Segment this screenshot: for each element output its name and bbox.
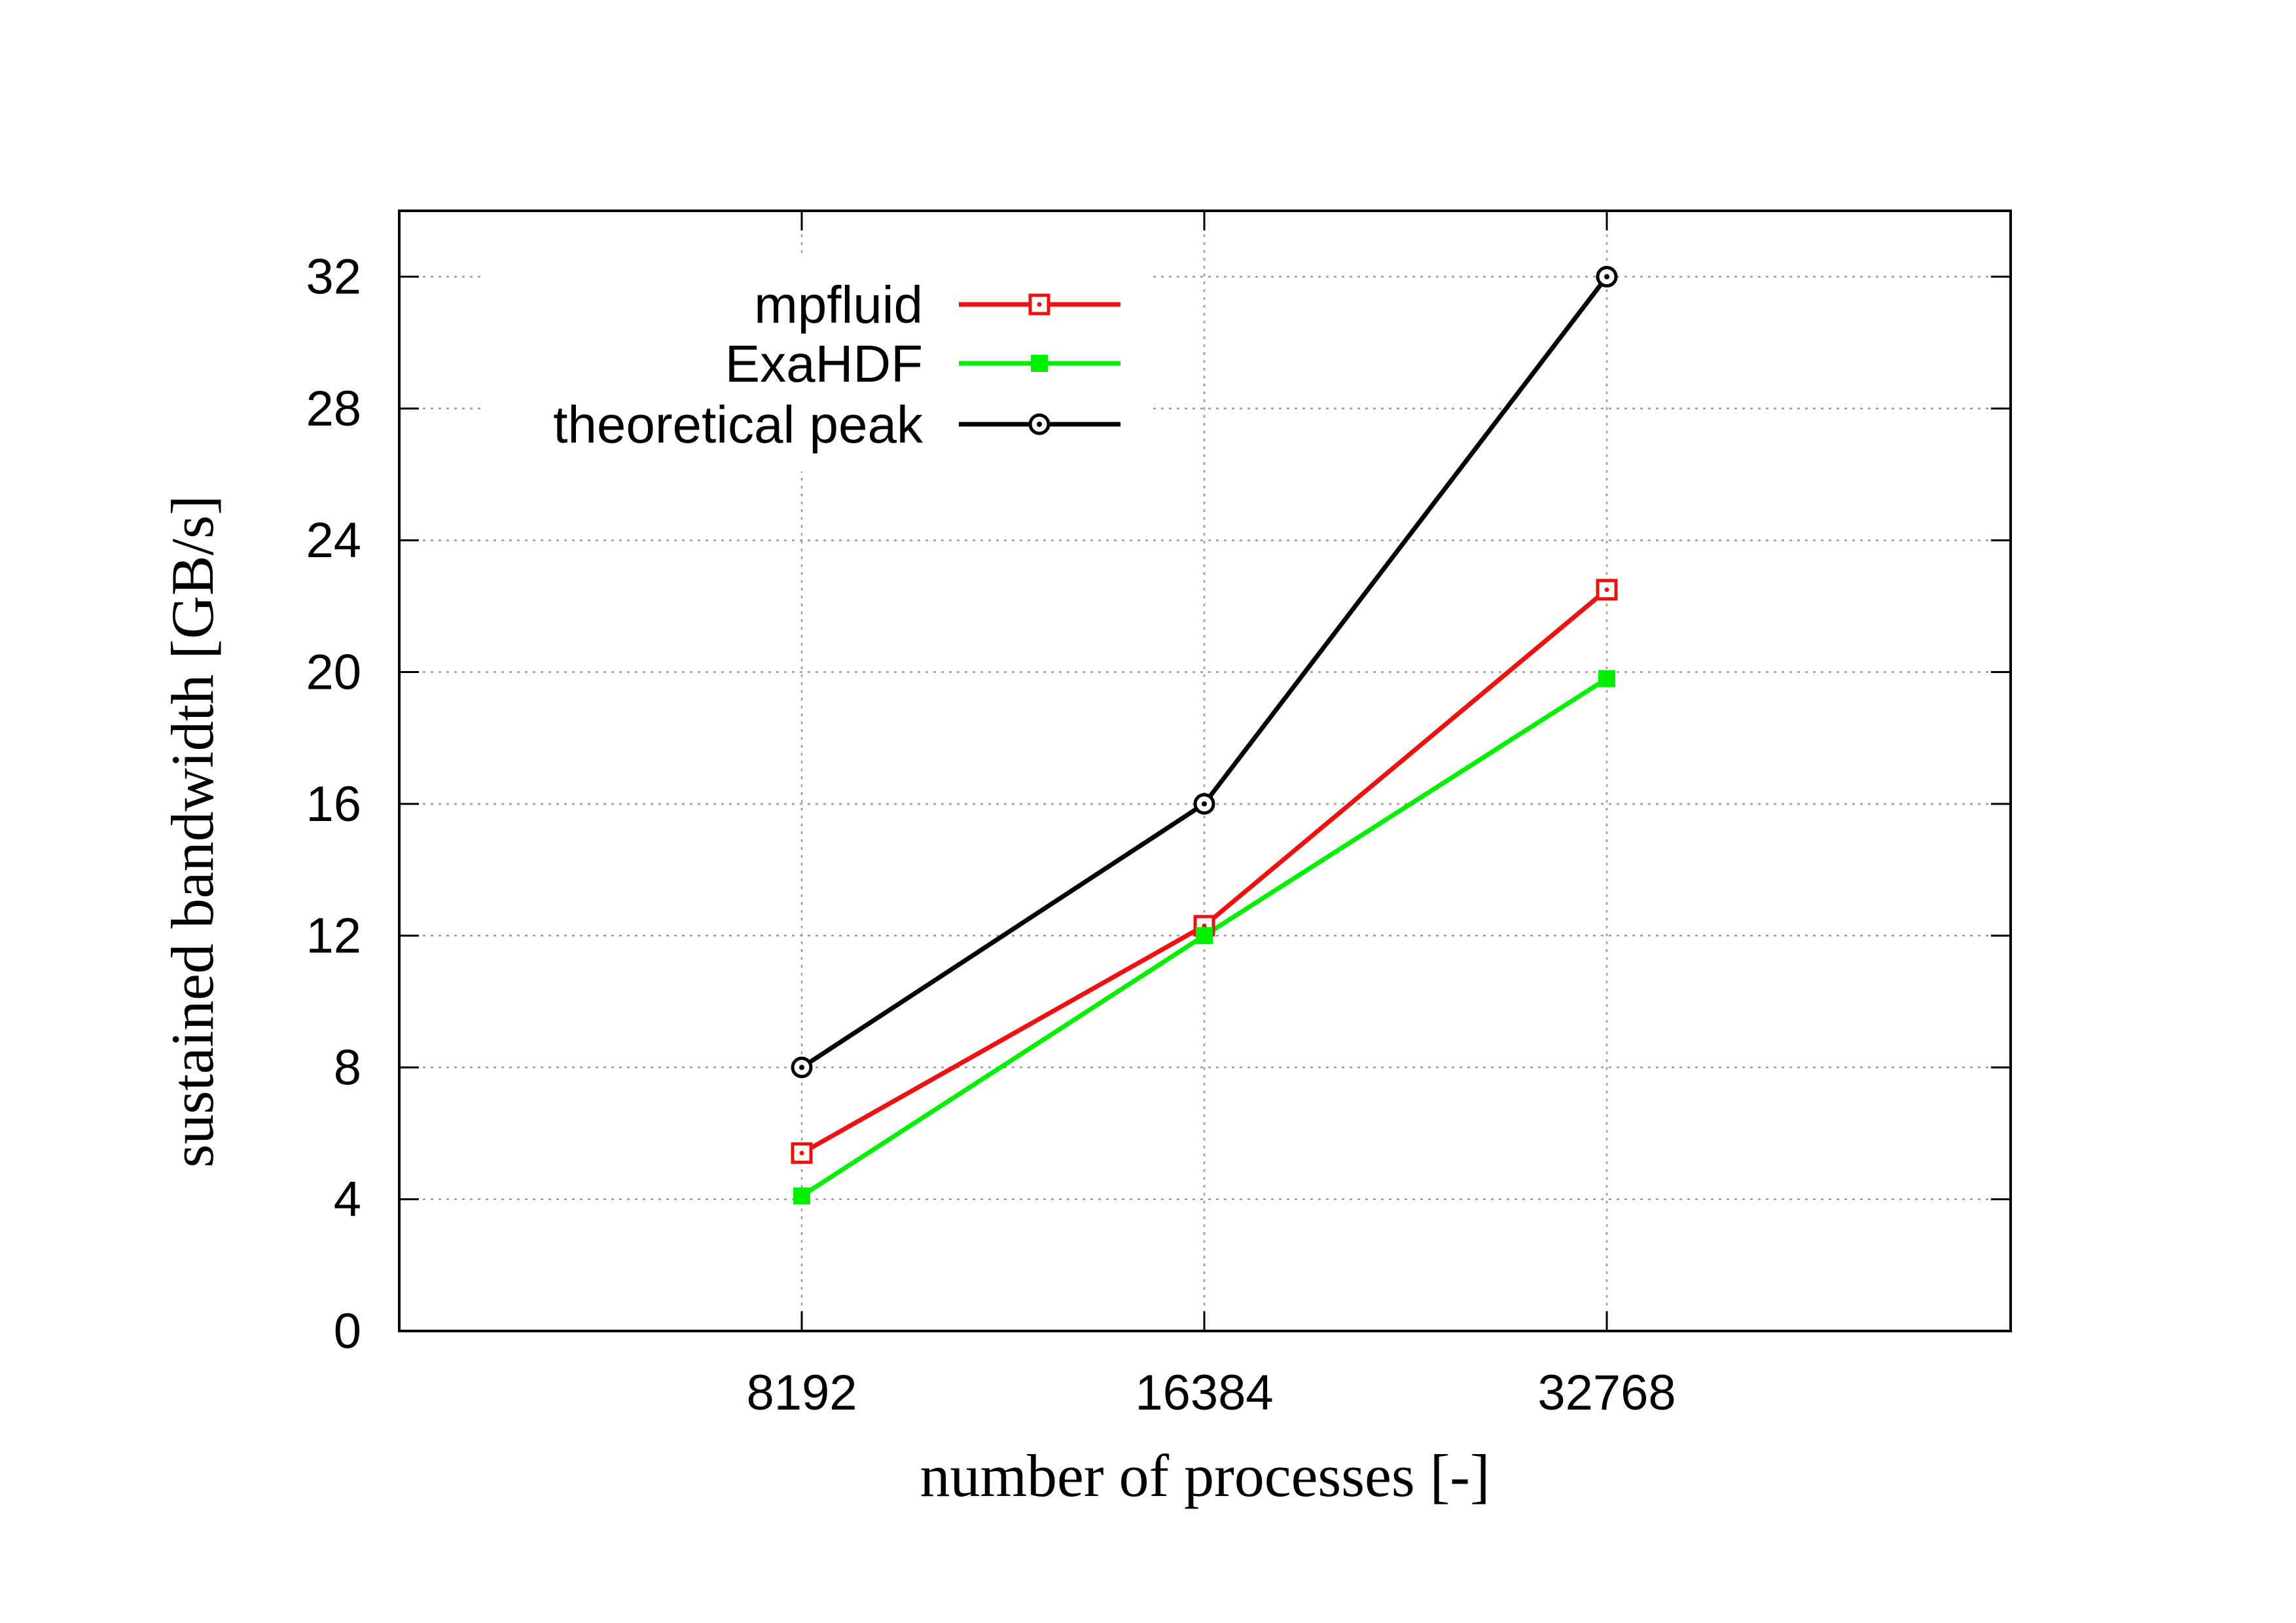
y-tick-label: 4 bbox=[334, 1172, 361, 1228]
y-tick-label: 20 bbox=[306, 645, 361, 701]
x-tick-label: 32768 bbox=[1537, 1365, 1676, 1421]
legend-label: theoretical peak bbox=[553, 395, 924, 454]
plot-frame bbox=[398, 210, 2012, 1332]
y-tick-label: 8 bbox=[334, 1040, 361, 1095]
series-group bbox=[791, 266, 1618, 1205]
mpfluid-marker-dot bbox=[799, 1150, 804, 1156]
legend-label: ExaHDF bbox=[725, 335, 923, 393]
mpfluid-marker bbox=[791, 1142, 813, 1164]
exahdf-marker bbox=[793, 1187, 810, 1205]
y-tick-label: 28 bbox=[306, 381, 361, 437]
y-tick-label: 16 bbox=[306, 776, 361, 832]
x-tick-label: 8192 bbox=[746, 1365, 857, 1421]
exahdf-marker bbox=[1196, 927, 1213, 945]
y-axis-title: sustained bandwidth [GB/s] bbox=[159, 495, 226, 1167]
axes: 0 4 8 12 16 20 24 28 32 8192 16384 32768 bbox=[306, 210, 2012, 1421]
mpfluid-marker bbox=[1596, 579, 1618, 601]
y-tick-label: 12 bbox=[306, 908, 361, 964]
y-tick-label: 0 bbox=[334, 1304, 361, 1359]
legend-label: mpfluid bbox=[754, 276, 923, 334]
peak-marker-dot bbox=[799, 1065, 804, 1070]
mpfluid-marker-dot bbox=[1202, 923, 1207, 928]
y-tick-label: 24 bbox=[306, 513, 361, 568]
mpfluid-marker-dot bbox=[1604, 587, 1609, 593]
y-tick-label: 32 bbox=[306, 249, 361, 305]
mpfluid-marker-dot bbox=[1037, 302, 1042, 307]
peak-marker-dot bbox=[1202, 801, 1207, 807]
x-axis-title: number of processes [-] bbox=[920, 1442, 1490, 1509]
exahdf-marker bbox=[1031, 355, 1048, 372]
exahdf-marker bbox=[1598, 670, 1615, 687]
peak-marker-dot bbox=[1037, 422, 1042, 427]
x-tick-label: 16384 bbox=[1135, 1365, 1273, 1421]
peak-marker-dot bbox=[1604, 274, 1609, 280]
